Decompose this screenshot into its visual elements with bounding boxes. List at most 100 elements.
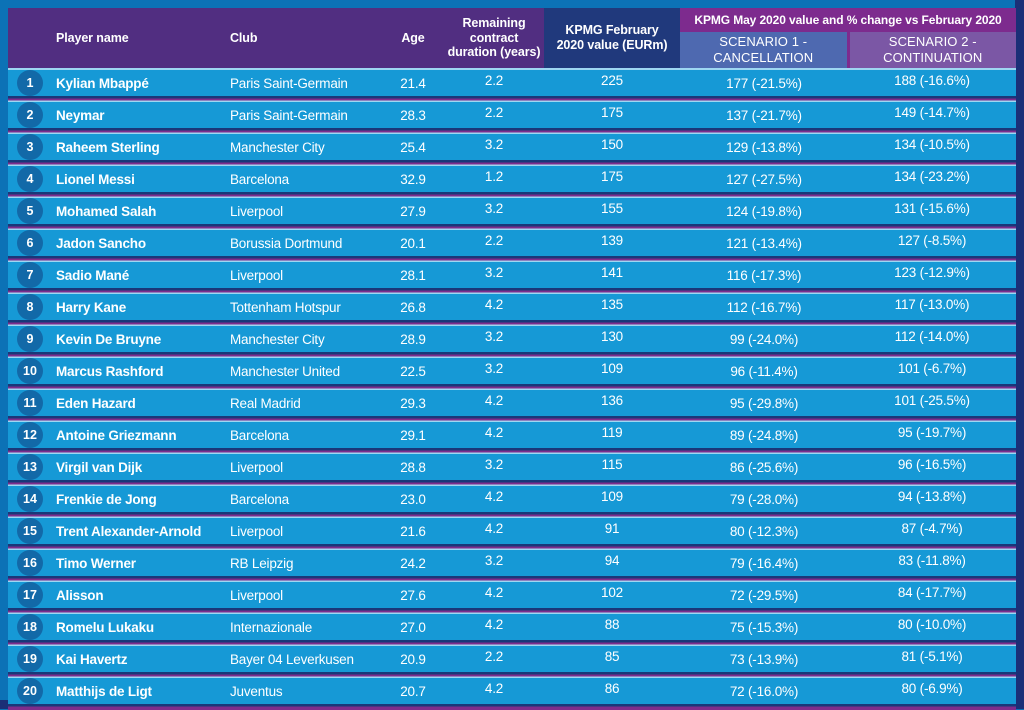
row-separator	[8, 192, 1016, 198]
rank-badge: 8	[17, 294, 43, 320]
row-separator	[8, 480, 1016, 486]
scenario2-value-cell: 81 (-5.1%)	[901, 648, 963, 664]
age-cell: 23.0	[400, 491, 426, 507]
row-separator	[8, 672, 1016, 678]
scenario2-value-cell: 131 (-15.6%)	[894, 200, 970, 216]
feb-2020-value-cell: 175	[601, 104, 623, 120]
table-row: 4 Lionel Messi Barcelona 32.9 1.2 175 12…	[8, 166, 1016, 192]
scenario1-value-cell: 73 (-13.9%)	[729, 651, 799, 667]
club-cell: Barcelona	[230, 171, 289, 187]
scenario1-value-cell: 124 (-19.8%)	[726, 203, 802, 219]
rank-cell: 19	[8, 646, 52, 672]
table-row: 16 Timo Werner RB Leipzig 24.2 3.2 94 79…	[8, 550, 1016, 576]
feb-2020-value-cell: 109	[601, 488, 623, 504]
table-row: 19 Kai Havertz Bayer 04 Leverkusen 20.9 …	[8, 646, 1016, 672]
club-cell: Borussia Dortmund	[230, 235, 343, 251]
feb-2020-value-cell: 86	[604, 680, 620, 696]
row-separator	[8, 256, 1016, 262]
row-separator	[8, 512, 1016, 518]
age-cell: 32.9	[400, 171, 426, 187]
table-row: 14 Frenkie de Jong Barcelona 23.0 4.2 10…	[8, 486, 1016, 512]
age-cell: 21.4	[400, 75, 426, 91]
table-row: 13 Virgil van Dijk Liverpool 28.8 3.2 11…	[8, 454, 1016, 480]
table-row: 7 Sadio Mané Liverpool 28.1 3.2 141 116 …	[8, 262, 1016, 288]
scenario2-value-cell: 80 (-10.0%)	[897, 616, 967, 632]
scenario-headers: SCENARIO 1 - CANCELLATION SCENARIO 2 - C…	[680, 32, 1016, 68]
player-name-cell: Neymar	[56, 107, 105, 123]
player-name-cell: Raheem Sterling	[56, 139, 160, 155]
row-separator	[8, 384, 1016, 390]
table-header: Player name Club Age Remaining contract …	[8, 8, 1016, 68]
rank-badge: 3	[17, 134, 43, 160]
age-cell: 27.6	[400, 587, 426, 603]
rank-badge: 18	[17, 614, 43, 640]
scenario2-value-cell: 117 (-13.0%)	[894, 296, 970, 312]
age-cell: 29.1	[400, 427, 426, 443]
rank-badge: 19	[17, 646, 43, 672]
scenario1-value-cell: 75 (-15.3%)	[729, 619, 799, 635]
age-cell: 20.9	[400, 651, 426, 667]
age-column-header: Age	[382, 8, 444, 68]
table-row: 1 Kylian Mbappé Paris Saint-Germain 21.4…	[8, 70, 1016, 96]
player-name-cell: Kylian Mbappé	[56, 75, 149, 91]
row-separator	[8, 448, 1016, 454]
club-cell: Liverpool	[230, 459, 283, 475]
row-separator	[8, 160, 1016, 166]
feb-2020-value-cell: 115	[601, 456, 623, 472]
scenario2-value-cell: 123 (-12.9%)	[894, 264, 970, 280]
club-cell: Liverpool	[230, 523, 283, 539]
age-cell: 28.1	[400, 267, 426, 283]
scenario1-value-cell: 137 (-21.7%)	[726, 107, 802, 123]
contract-duration-cell: 4.2	[484, 520, 504, 536]
scenario1-value-cell: 89 (-24.8%)	[729, 427, 799, 443]
age-cell: 28.9	[400, 331, 426, 347]
header-divider-line	[8, 68, 1016, 70]
feb-2020-value-cell: 155	[601, 200, 623, 216]
contract-duration-cell: 3.2	[484, 136, 504, 152]
contract-duration-cell: 3.2	[484, 328, 504, 344]
feb-2020-value-cell: 135	[601, 296, 623, 312]
contract-duration-cell: 3.2	[484, 456, 504, 472]
rank-cell: 5	[8, 198, 52, 224]
table-row: 12 Antoine Griezmann Barcelona 29.1 4.2 …	[8, 422, 1016, 448]
feb-2020-value-cell: 91	[604, 520, 620, 536]
player-name-cell: Kevin De Bruyne	[56, 331, 162, 347]
rank-badge: 2	[17, 102, 43, 128]
contract-duration-cell: 4.2	[484, 488, 504, 504]
rank-cell: 9	[8, 326, 52, 352]
feb-2020-value-cell: 119	[601, 424, 623, 440]
player-name-cell: Mohamed Salah	[56, 203, 157, 219]
row-separator	[8, 416, 1016, 422]
table: Player name Club Age Remaining contract …	[8, 8, 1016, 710]
scenario2-value-cell: 95 (-19.7%)	[897, 424, 967, 440]
contract-duration-cell: 3.2	[484, 552, 504, 568]
rank-cell: 2	[8, 102, 52, 128]
club-cell: Liverpool	[230, 267, 283, 283]
row-separator	[8, 640, 1016, 646]
feb-2020-value-cell: 109	[601, 360, 623, 376]
club-cell: Bayer 04 Leverkusen	[230, 651, 354, 667]
row-separator	[8, 544, 1016, 550]
rank-badge: 1	[17, 70, 43, 96]
rank-cell: 1	[8, 70, 52, 96]
player-name-column-header: Player name	[52, 8, 224, 68]
contract-duration-cell: 3.2	[484, 200, 504, 216]
contract-duration-cell: 1.2	[484, 168, 504, 184]
rank-cell: 10	[8, 358, 52, 384]
club-cell: Real Madrid	[230, 395, 301, 411]
table-row: 18 Romelu Lukaku Internazionale 27.0 4.2…	[8, 614, 1016, 640]
feb-2020-value-cell: 175	[601, 168, 623, 184]
rank-cell: 7	[8, 262, 52, 288]
may-2020-header-group: KPMG May 2020 value and % change vs Febr…	[680, 8, 1016, 68]
club-cell: Juventus	[230, 683, 283, 699]
scenario1-value-cell: 72 (-29.5%)	[729, 587, 799, 603]
rank-badge: 7	[17, 262, 43, 288]
contract-duration-cell: 4.2	[484, 584, 504, 600]
rank-badge: 6	[17, 230, 43, 256]
player-name-cell: Jadon Sancho	[56, 235, 146, 251]
age-cell: 28.3	[400, 107, 426, 123]
table-body: 1 Kylian Mbappé Paris Saint-Germain 21.4…	[8, 70, 1016, 710]
feb-2020-value-cell: 102	[601, 584, 623, 600]
row-separator	[8, 608, 1016, 614]
